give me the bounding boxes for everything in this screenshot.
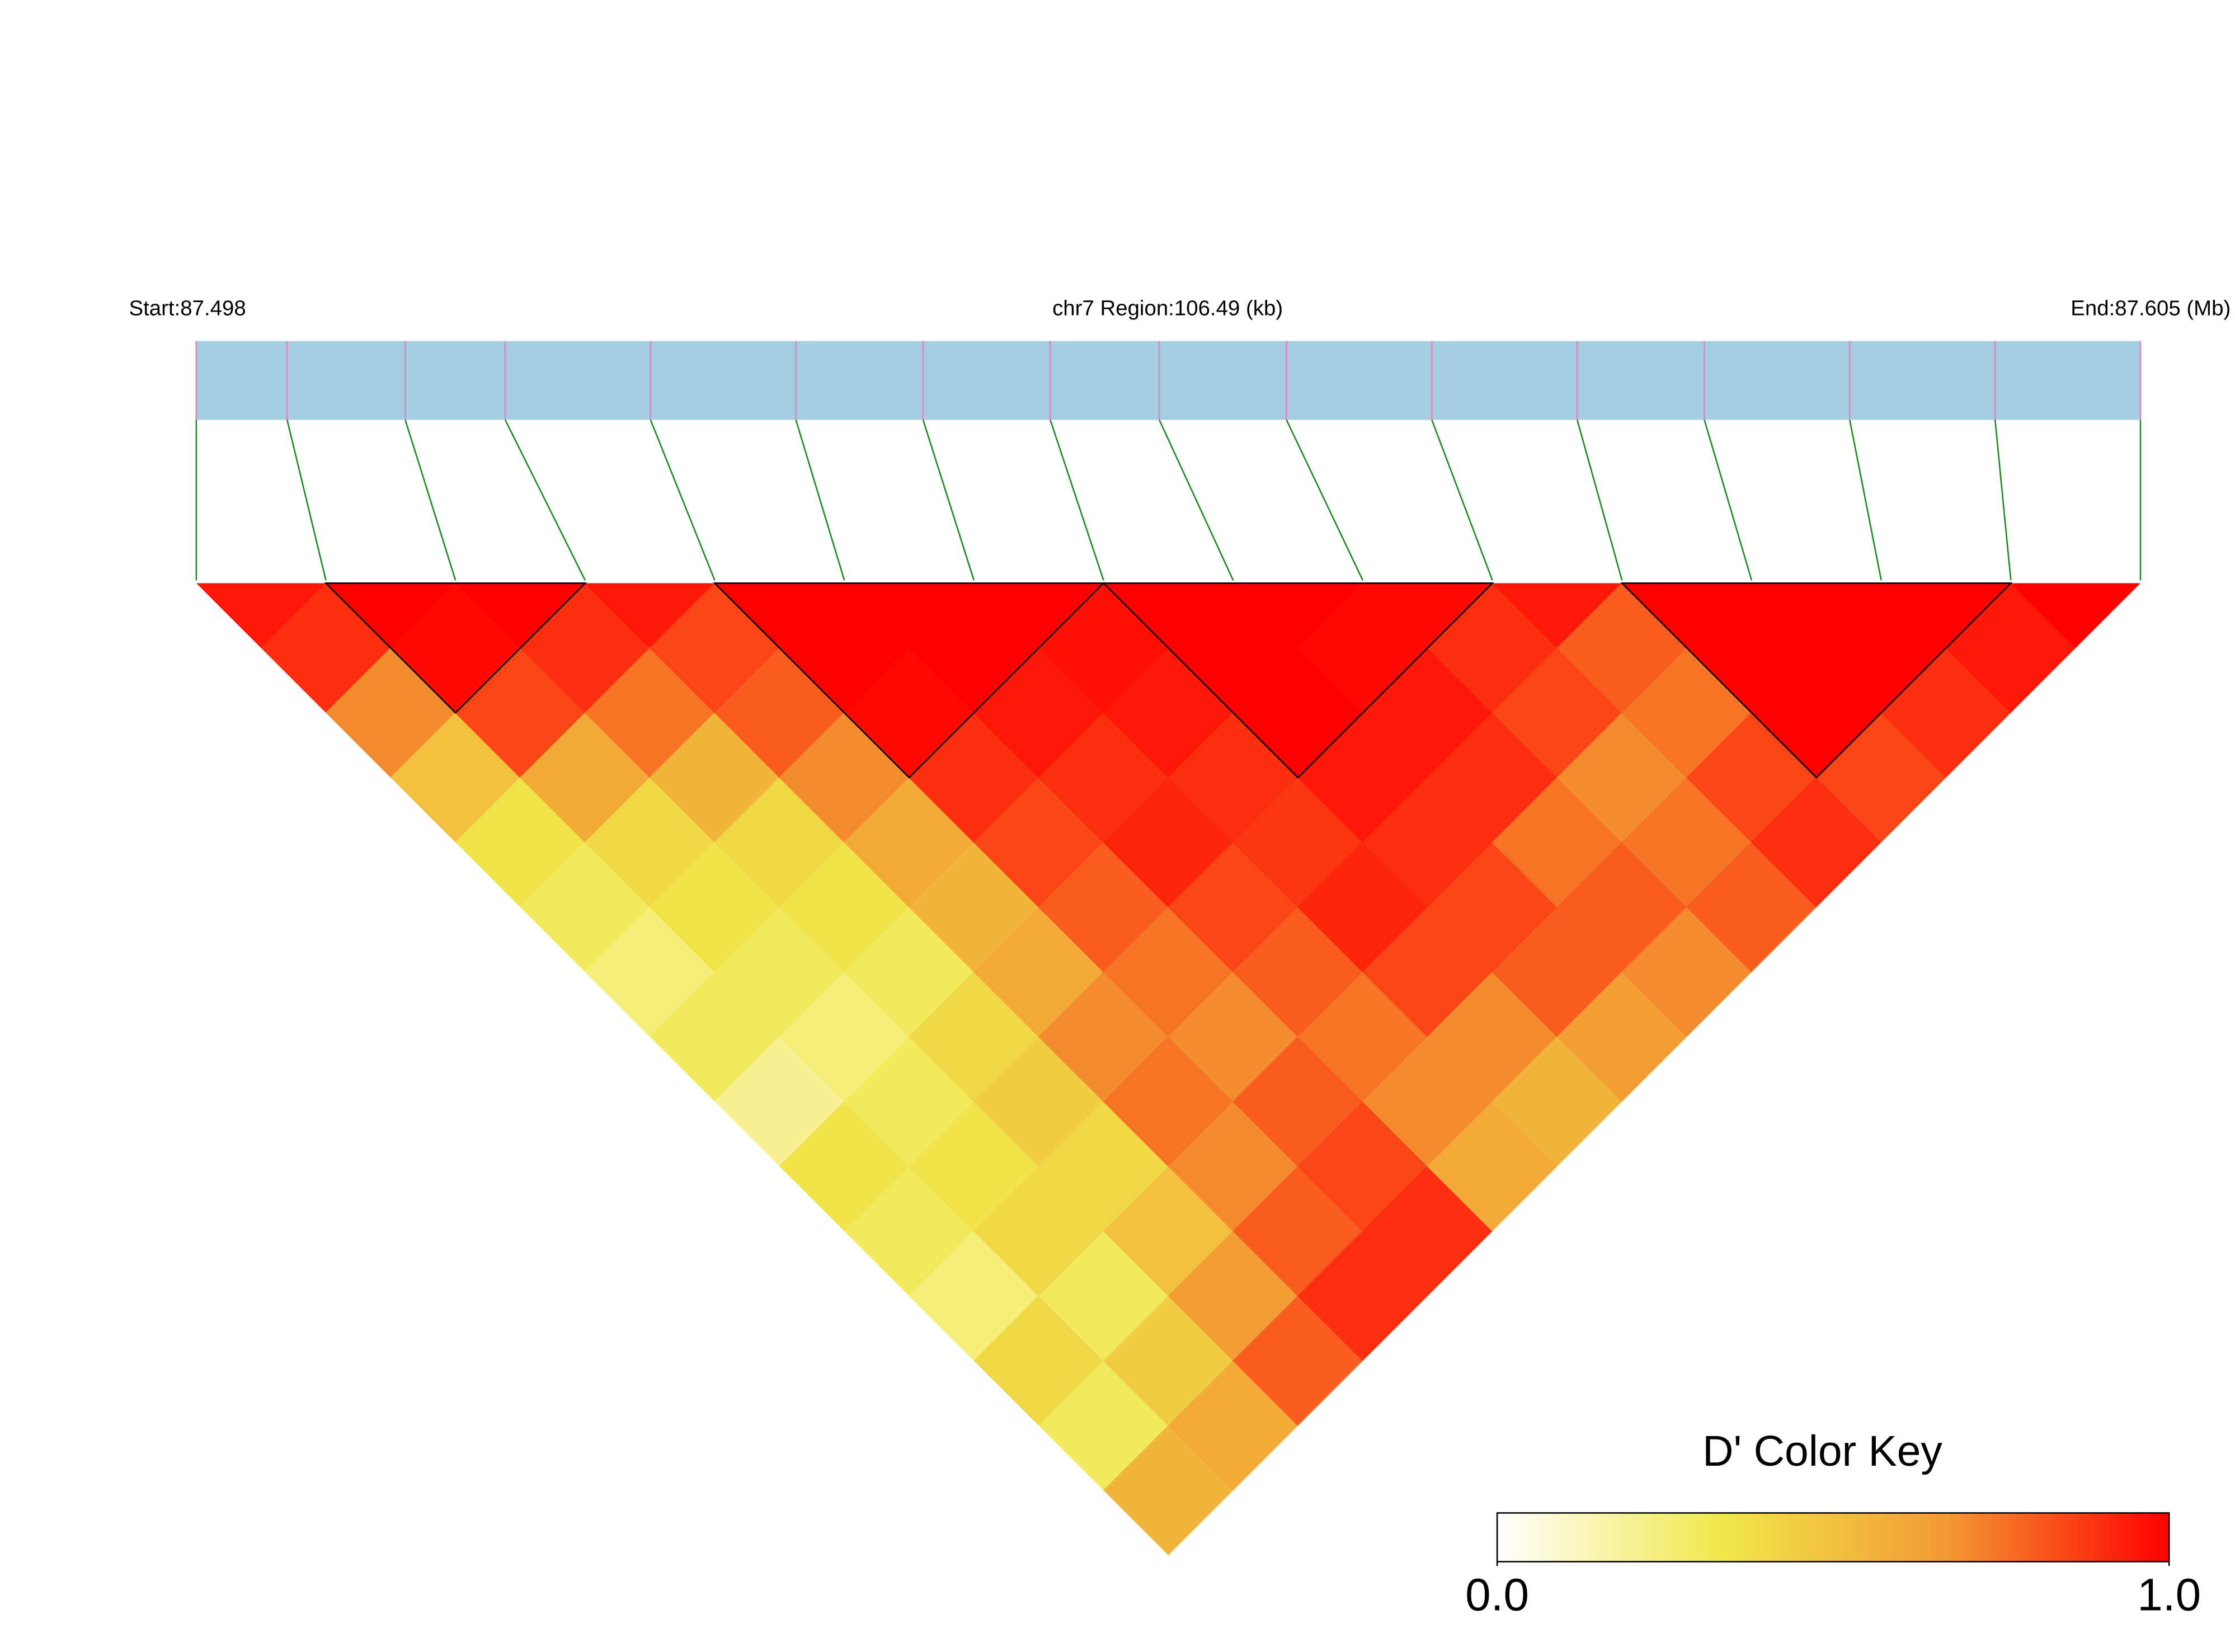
colorbar-title: D' Color Key	[1702, 1427, 1942, 1475]
color-key	[1496, 1512, 2170, 1562]
snp-connector	[1576, 420, 1623, 581]
snp-connector	[795, 420, 845, 581]
snp-connector	[1994, 420, 2012, 581]
snp-connector	[1431, 420, 1493, 581]
snp-connector	[650, 420, 716, 581]
snp-connector	[404, 420, 457, 581]
snp-connector	[922, 420, 975, 581]
snp-connector	[1050, 420, 1104, 581]
snp-connector	[1286, 419, 1364, 581]
ld-block	[713, 582, 1105, 779]
snp-connector	[1159, 419, 1234, 581]
snp-connector	[1849, 420, 1882, 581]
position-bar	[196, 341, 2140, 420]
colorbar-tick-label: 0.0	[1465, 1570, 1529, 1621]
ld-block	[1102, 582, 1494, 779]
end-label: End:87.605 (Mb)	[2071, 296, 2231, 321]
start-label: Start:87.498	[129, 296, 246, 321]
region-label: chr7 Region:106.49 (kb)	[1052, 296, 1283, 321]
ld-block	[324, 582, 587, 714]
heatmap	[196, 583, 2140, 1555]
ld-block	[1620, 582, 2013, 779]
colorbar-tick-label: 1.0	[2137, 1570, 2201, 1621]
snp-connector	[286, 420, 327, 581]
snp-connector	[1704, 420, 1753, 581]
snp-connector	[504, 419, 586, 581]
